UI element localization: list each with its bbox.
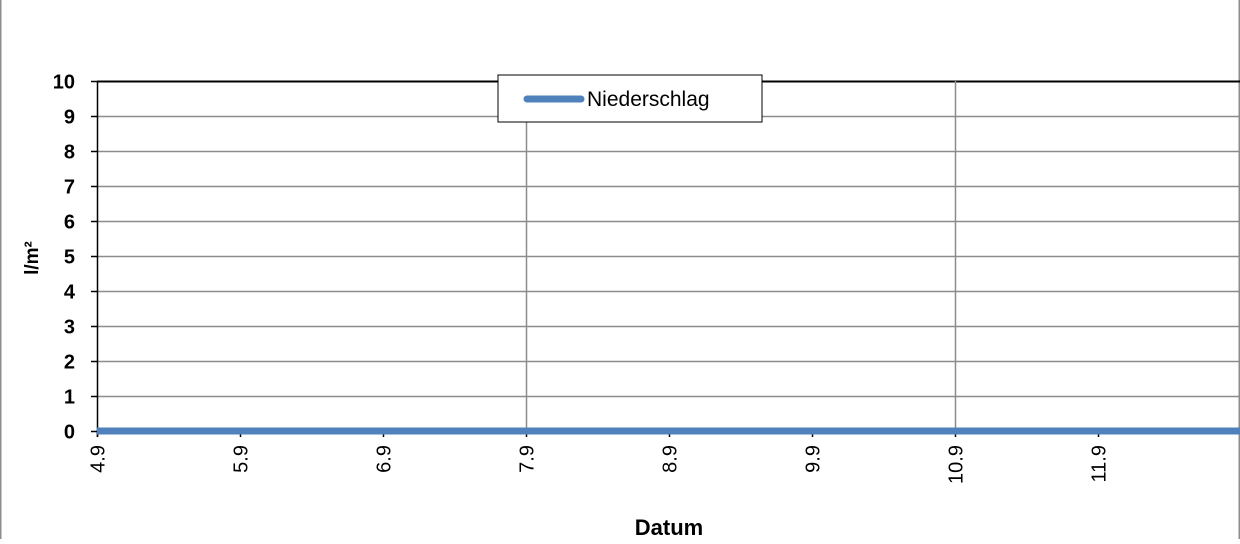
y-tick-label: 1 bbox=[64, 387, 75, 409]
x-tick-label: 4.9 bbox=[88, 445, 110, 473]
plot-area: 0 1 2 3 4 5 6 7 8 9 10 4.9 5.9 6.9 7.9 8.9 9.9 10.9 11.9 bbox=[53, 72, 1240, 484]
y-tick-label: 9 bbox=[64, 107, 75, 129]
legend: Niederschlag bbox=[497, 74, 763, 123]
y-tick-label: 5 bbox=[64, 247, 75, 269]
y-tick-label: 7 bbox=[64, 177, 75, 199]
x-tick-label: 10.9 bbox=[946, 445, 968, 484]
x-tick-label: 7.9 bbox=[517, 445, 539, 473]
x-tick-label: 8.9 bbox=[660, 445, 682, 473]
legend-series-label: Niederschlag bbox=[587, 88, 710, 111]
y-tick-label: 6 bbox=[64, 212, 75, 234]
x-tick-label: 9.9 bbox=[803, 445, 825, 473]
y-tick-label: 2 bbox=[64, 352, 75, 374]
y-tick-label: 4 bbox=[64, 282, 76, 304]
x-tick-label: 11.9 bbox=[1089, 445, 1111, 482]
y-tick-label: 10 bbox=[53, 72, 75, 94]
x-tick-label: 6.9 bbox=[374, 445, 396, 473]
y-axis-title: l/m² bbox=[22, 241, 43, 275]
y-tick-label: 0 bbox=[64, 422, 75, 444]
y-tick-label: 3 bbox=[64, 317, 75, 339]
y-tick-label: 8 bbox=[64, 142, 75, 164]
x-tick-label: 5.9 bbox=[231, 445, 253, 473]
x-axis-title: Datum bbox=[635, 515, 703, 539]
